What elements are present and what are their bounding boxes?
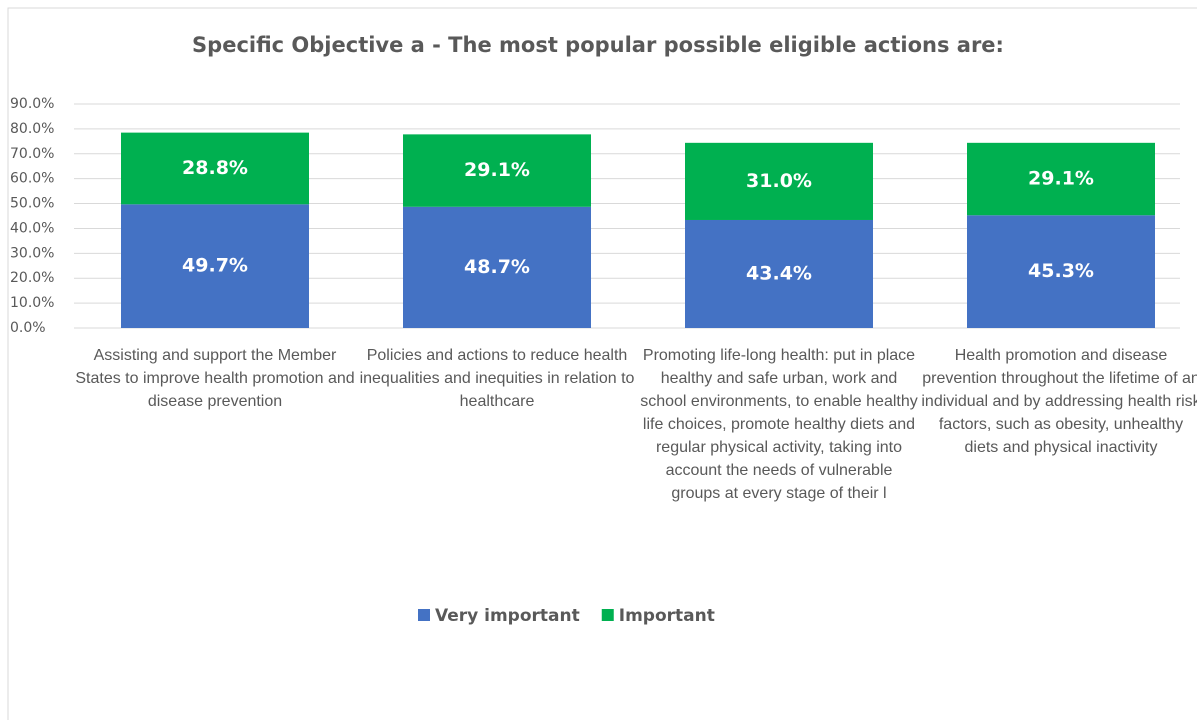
bar-segment xyxy=(685,142,873,220)
y-tick-label: 30.0% xyxy=(10,245,54,261)
data-label: 28.8% xyxy=(182,157,248,179)
data-label: 31.0% xyxy=(746,170,812,192)
y-tick-label: 50.0% xyxy=(10,196,54,212)
data-label: 43.4% xyxy=(746,262,812,284)
chart-title: Specific Objective a - The most popular … xyxy=(192,33,1004,57)
chart-border xyxy=(7,7,1197,720)
x-tick-label: Assisting and support the Member States … xyxy=(75,347,355,410)
y-tick-label: 40.0% xyxy=(10,220,54,236)
bar-segment xyxy=(967,142,1155,216)
y-tick-label: 20.0% xyxy=(10,270,54,286)
y-tick-label: 80.0% xyxy=(10,121,54,137)
legend-swatch xyxy=(601,609,614,621)
data-label: 45.3% xyxy=(1028,260,1094,282)
data-label: 29.1% xyxy=(1028,168,1094,190)
data-label: 49.7% xyxy=(182,255,248,277)
x-tick-label: Policies and actions to reduce health in… xyxy=(359,347,635,410)
bar-segment xyxy=(685,219,873,328)
legend-label: Very important xyxy=(435,606,580,626)
y-tick-label: 90.0% xyxy=(10,96,54,112)
y-tick-label: 60.0% xyxy=(10,171,54,187)
bar-segment xyxy=(967,215,1155,328)
legend-swatch xyxy=(418,609,430,621)
bar-segment xyxy=(121,204,309,328)
y-tick-label: 0.0% xyxy=(10,320,46,336)
legend-label: Important xyxy=(619,606,715,626)
bar-segment xyxy=(403,134,591,207)
y-tick-label: 10.0% xyxy=(10,295,54,311)
x-tick-label: Health promotion and disease prevention … xyxy=(921,347,1197,456)
bar-segment xyxy=(121,132,309,205)
y-tick-label: 70.0% xyxy=(10,146,54,162)
data-label: 48.7% xyxy=(464,256,530,278)
x-tick-label: Promoting life-long health: put in place… xyxy=(640,347,918,502)
bar-segment xyxy=(403,206,591,328)
data-label: 29.1% xyxy=(464,159,530,181)
